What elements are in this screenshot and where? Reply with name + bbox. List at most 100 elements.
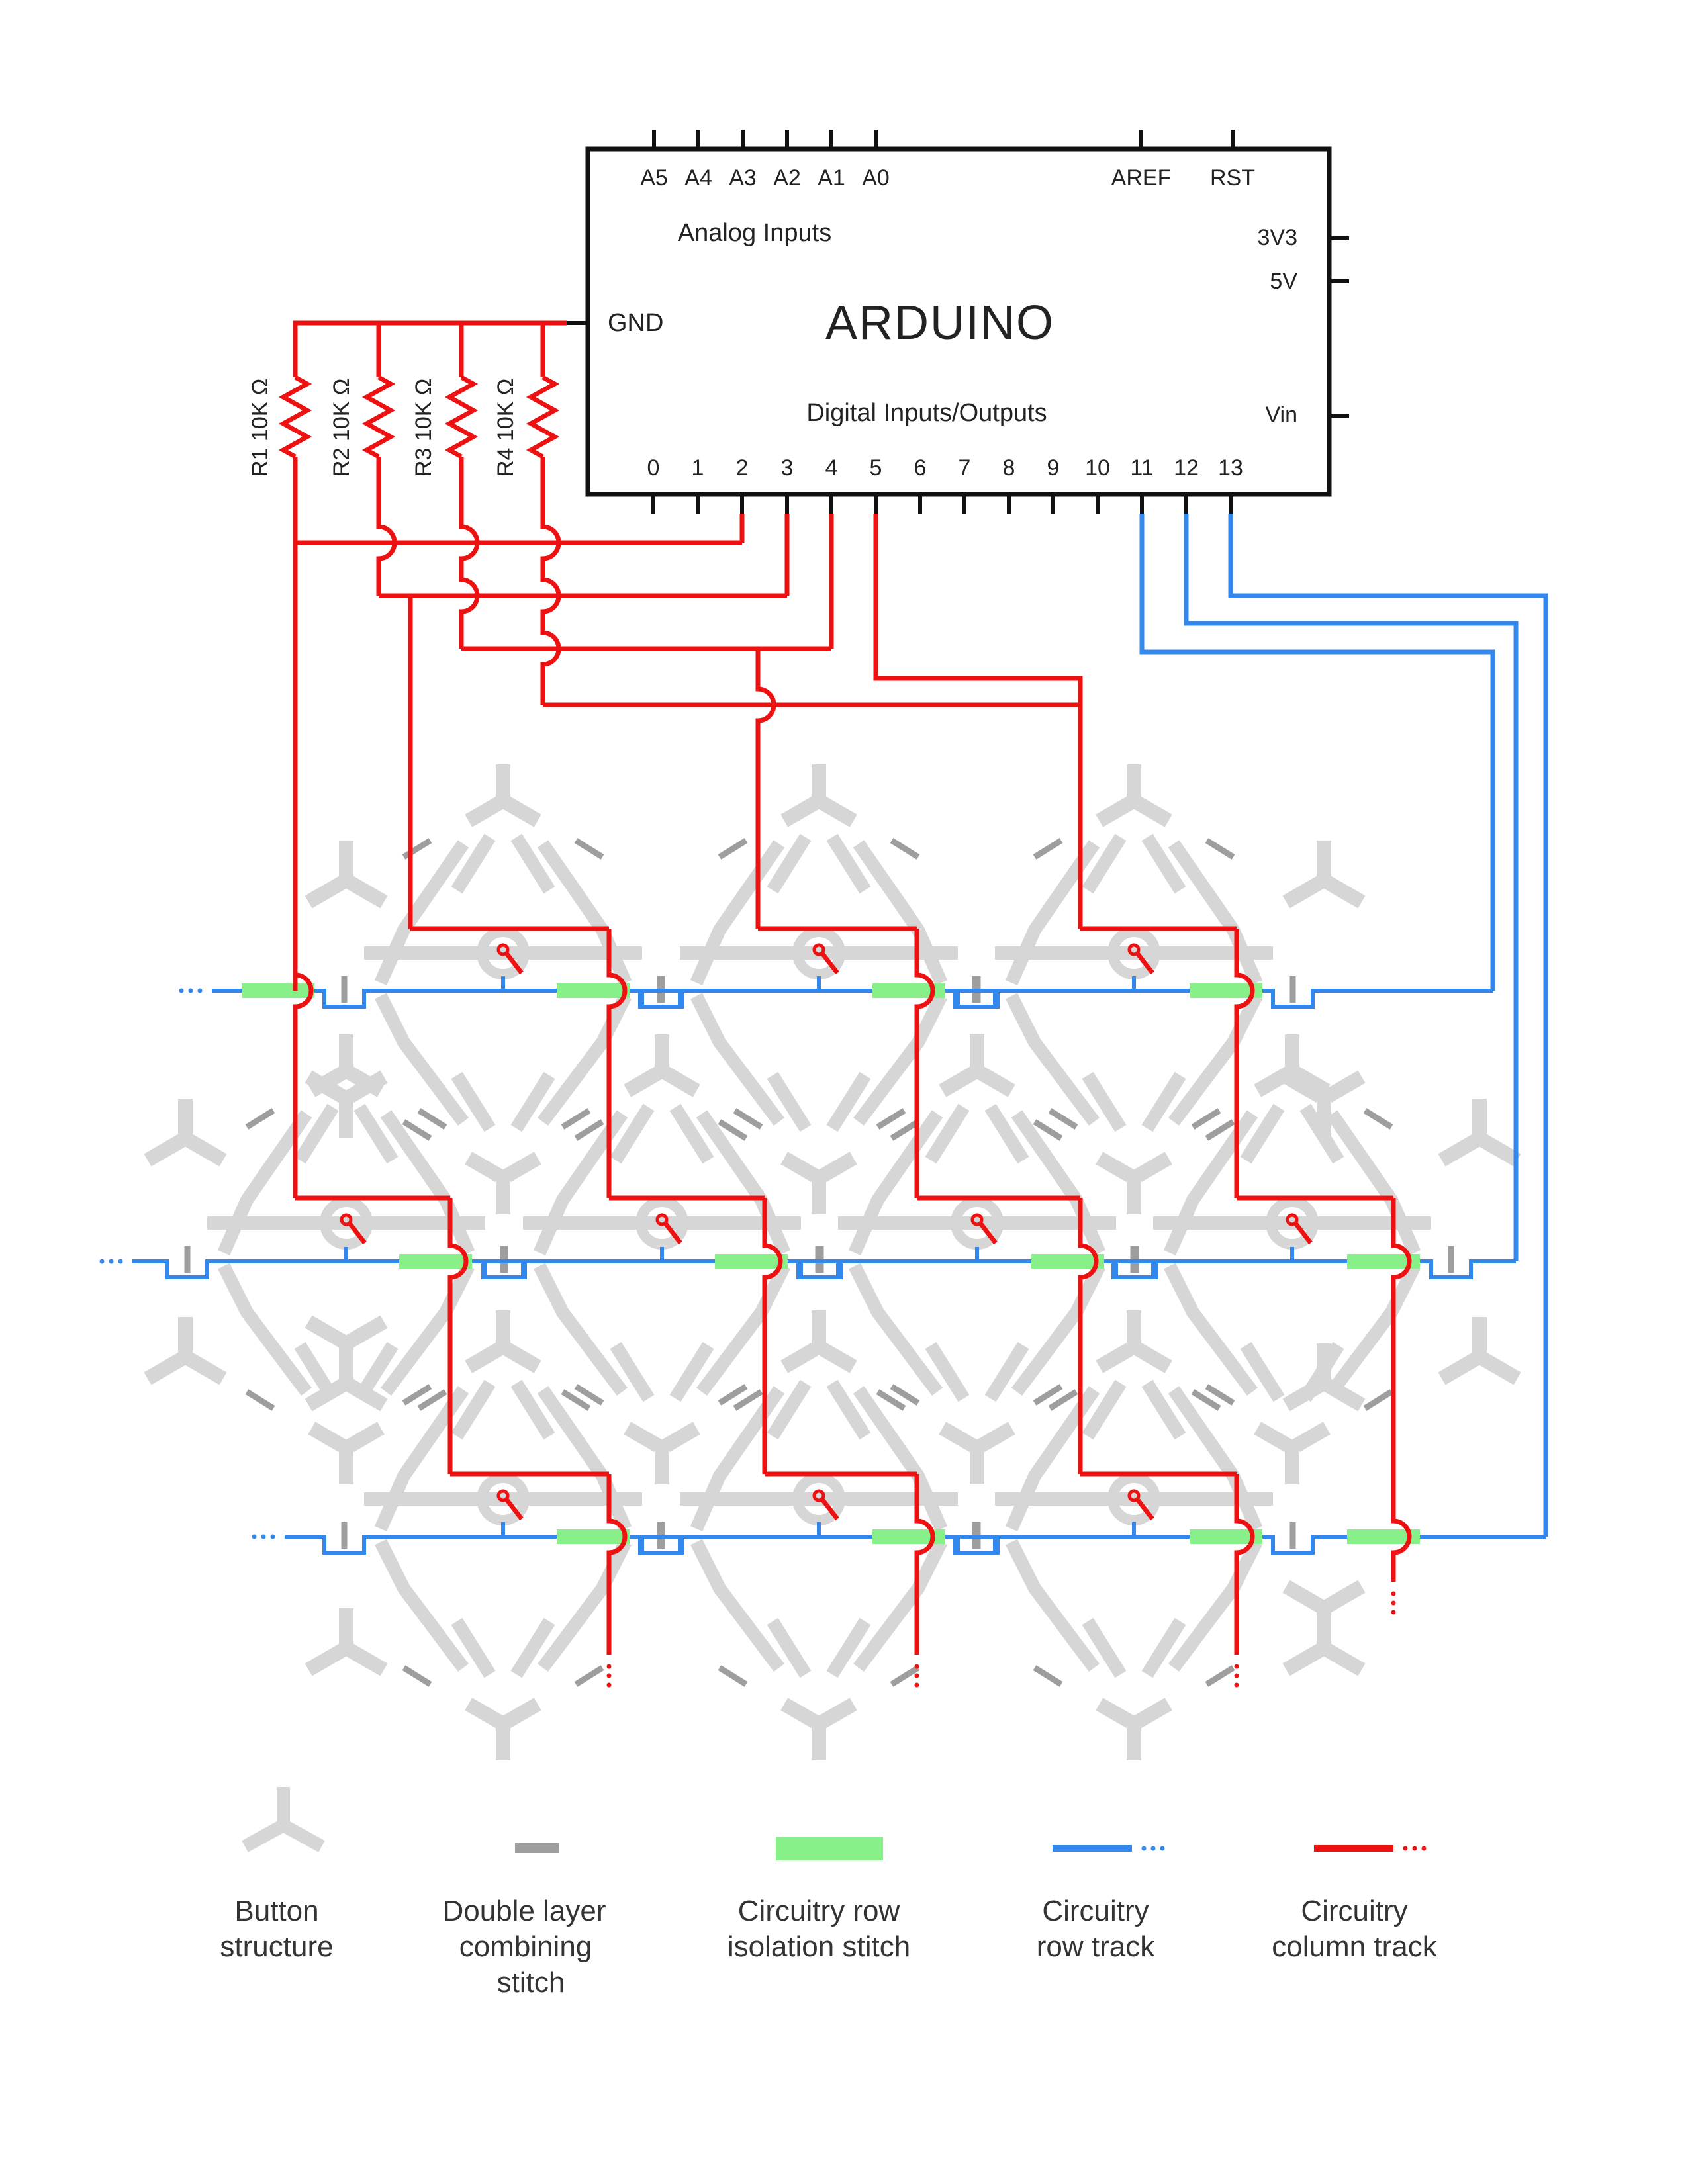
structure-arm: [780, 1152, 823, 1185]
structure-arm: [465, 1152, 507, 1185]
switch-lever: [820, 1496, 839, 1521]
structure-spoke: [510, 1617, 555, 1678]
resistor-zigzag: [526, 375, 560, 459]
structure-y: [308, 1422, 385, 1484]
structure-spoke: [1005, 1386, 1100, 1532]
column-track-continuation: [914, 1664, 919, 1669]
structure-y: [305, 1608, 388, 1676]
structure-spoke: [1168, 1386, 1263, 1532]
legend-label-line: stitch: [497, 1966, 565, 1999]
isolation-stitch: [1031, 1254, 1104, 1269]
structure-arm: [181, 1350, 227, 1385]
row-track-continuation: [179, 988, 184, 993]
column-track-continuation: [606, 1682, 612, 1688]
structure-y: [1096, 1698, 1172, 1760]
row-track-continuation: [99, 1259, 105, 1264]
structure-spoke: [534, 1263, 628, 1396]
column-track: [293, 972, 314, 1198]
structure-arm: [1096, 794, 1138, 827]
structure-spoke: [610, 1342, 655, 1402]
structure-arm: [1130, 794, 1172, 827]
row-track-layer: [99, 514, 1548, 1555]
structure-y: [465, 1152, 541, 1214]
structure-arm: [499, 1698, 541, 1731]
double-layer-stitch: [718, 1119, 748, 1141]
pin-label-a1: A1: [818, 165, 845, 191]
structure-spoke: [537, 840, 632, 986]
legend-item-row-track: Circuitry row track: [1037, 1845, 1165, 1963]
pin-label-d0: 0: [647, 455, 660, 480]
structure-spoke: [1141, 1071, 1186, 1132]
switch-lever: [820, 950, 839, 975]
legend-column-track-dots: [1403, 1846, 1408, 1851]
row-track-continuation: [109, 1259, 114, 1264]
double-layer-stitch: [245, 1389, 275, 1411]
row-track-icon: [1053, 1845, 1165, 1852]
structure-arm: [780, 1698, 823, 1731]
double-layer-stitch: [1048, 1108, 1078, 1130]
structure-arm: [1254, 1422, 1296, 1455]
double-layer-stitch: [574, 1384, 604, 1406]
structure-spoke: [217, 1110, 312, 1256]
structure-y: [624, 1034, 700, 1097]
structure-y: [1438, 1099, 1521, 1167]
row-track-continuation: [261, 1534, 266, 1539]
legend-label-line: Button: [234, 1895, 318, 1927]
double-layer-stitch: [574, 1665, 604, 1687]
switch-lever: [978, 1220, 998, 1245]
resistor-zigzag: [361, 375, 396, 459]
arduino-board: ARDUINO Analog Inputs Digital Inputs/Out…: [567, 130, 1349, 514]
legend-label-line: Circuitry: [1042, 1895, 1149, 1927]
switch-pivot: [496, 1489, 510, 1502]
structure-arm: [1130, 1698, 1172, 1731]
column-track: [914, 929, 935, 1198]
structure-spoke: [510, 833, 555, 894]
structure-arm: [1130, 1340, 1172, 1373]
structure-y: [1282, 1580, 1366, 1648]
structure-spoke: [826, 1379, 871, 1440]
structure-spoke: [1006, 1539, 1100, 1672]
isolation-stitch: [872, 983, 945, 998]
column-track-continuation: [1391, 1600, 1396, 1606]
isolation-stitch: [872, 1529, 945, 1544]
switch-pivot: [970, 1213, 984, 1226]
double-layer-stitch: [1363, 1108, 1393, 1130]
double-layer-stitch: [1191, 1389, 1221, 1411]
pin-label-d11: 11: [1130, 455, 1153, 480]
isolation-stitch: [1190, 983, 1262, 998]
structure-spoke: [451, 1071, 496, 1132]
structure-arm: [658, 1422, 700, 1455]
pin-label-3v3: 3V3: [1258, 225, 1298, 250]
structure-spoke: [1240, 1103, 1285, 1164]
structure-spoke: [984, 1342, 1029, 1402]
double-layer-stitch: [733, 1389, 763, 1411]
structure-spoke: [1082, 1617, 1127, 1678]
right-pin-labels: 3V3 5V Vin: [1258, 225, 1298, 428]
structure-y: [144, 1317, 227, 1385]
structure-arm: [1282, 1070, 1328, 1105]
structure-y: [465, 1310, 541, 1373]
structure-arm: [342, 1641, 388, 1676]
structure-arm: [342, 1377, 388, 1412]
legend-label-line: combining: [459, 1931, 592, 1963]
structure-y: [305, 1315, 388, 1383]
structure-y: [780, 764, 857, 827]
column-track: [914, 1474, 935, 1655]
isolation-stitch: [399, 1254, 472, 1269]
column-track: [1234, 1474, 1255, 1655]
column-track-c2: [755, 649, 776, 929]
double-layer-stitch: [1033, 1665, 1063, 1687]
structure-spoke: [294, 1103, 339, 1164]
structure-y: [1254, 1034, 1331, 1097]
structure-spoke: [669, 1342, 714, 1402]
structure-spoke: [696, 1263, 790, 1396]
pin-label-a2: A2: [773, 165, 801, 191]
structure-spoke: [669, 1103, 714, 1164]
column-track-continuation: [1391, 1610, 1396, 1615]
structure-arm: [1320, 874, 1366, 909]
structure-spoke: [533, 1110, 628, 1256]
structure-spoke: [853, 1539, 947, 1672]
column-track: [762, 1198, 783, 1474]
legend-column-track-dots: [1412, 1846, 1417, 1851]
